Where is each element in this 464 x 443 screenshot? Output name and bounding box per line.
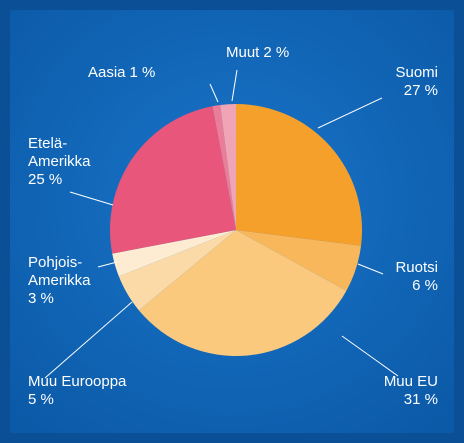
pie-slice	[109, 106, 236, 254]
pie-slice	[212, 104, 236, 230]
leader-line	[209, 83, 219, 103]
leader-line	[44, 301, 133, 379]
slice-label: Muu Eurooppa	[28, 373, 127, 390]
leader-line	[341, 335, 399, 377]
value-label: 5 %	[28, 391, 54, 408]
slice-label: Ruotsi	[395, 259, 438, 276]
leader-line	[357, 263, 384, 275]
slice-label: Muut	[226, 44, 260, 61]
slice-label: Muu EU	[384, 373, 438, 390]
pie-slice	[112, 230, 236, 277]
value-label: 25 %	[28, 171, 62, 188]
leader-line	[317, 97, 383, 129]
leader-line	[97, 261, 118, 268]
value-label: 1 %	[130, 64, 156, 81]
pie-slice	[236, 230, 362, 291]
pie-slice	[236, 104, 362, 246]
leader-line	[69, 191, 114, 206]
slice-label: Suomi	[395, 64, 438, 81]
pie-slice	[138, 230, 347, 356]
value-label: 6 %	[412, 277, 438, 294]
value-label: 27 %	[404, 82, 438, 99]
slice-label: Pohjois-Amerikka	[28, 254, 91, 289]
pie-slice	[118, 230, 236, 311]
value-label: 3 %	[28, 290, 54, 307]
slice-label: Aasia	[88, 64, 126, 81]
pie-slice	[220, 104, 236, 230]
slice-label: Etelä-Amerikka	[28, 135, 91, 170]
value-label: 31 %	[404, 391, 438, 408]
leader-line	[231, 69, 238, 102]
value-label: 2 %	[263, 44, 289, 61]
